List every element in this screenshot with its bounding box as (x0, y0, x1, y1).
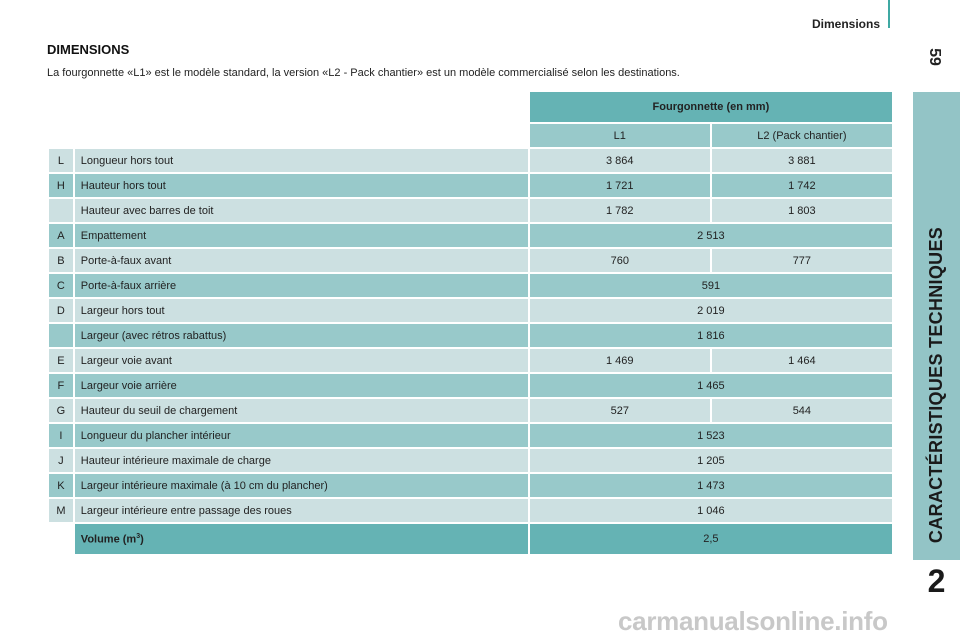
row-value-l1: 1 721 (529, 174, 710, 197)
row-code: F (49, 374, 73, 397)
row-value: 1 046 (529, 499, 892, 522)
row-label: Longueur du plancher intérieur (74, 424, 528, 447)
row-code (49, 199, 73, 222)
row-code: J (49, 449, 73, 472)
row-value-l1: 760 (529, 249, 710, 272)
row-value: 1 473 (529, 474, 892, 497)
row-value-l2: 1 803 (711, 199, 892, 222)
row-value-l2: 544 (711, 399, 892, 422)
row-value: 2 513 (529, 224, 892, 247)
column-header-l2: L2 (Pack chantier) (711, 124, 892, 147)
row-label: Largeur hors tout (74, 299, 528, 322)
row-code (49, 324, 73, 347)
row-code: A (49, 224, 73, 247)
table-row: A Empattement 2 513 (49, 224, 892, 247)
table-row: J Hauteur intérieure maximale de charge 1 … (49, 449, 892, 472)
dimensions-table: Fourgonnette (en mm) L1 L2 (Pack chantie… (47, 90, 894, 556)
column-header-l1: L1 (529, 124, 710, 147)
row-code: D (49, 299, 73, 322)
table-row: H Hauteur hors tout 1 721 1 742 (49, 174, 892, 197)
row-value: 2 019 (529, 299, 892, 322)
row-label: Largeur intérieure maximale (à 10 cm du … (74, 474, 528, 497)
header-rule (888, 0, 890, 28)
row-value-l1: 1 469 (529, 349, 710, 372)
row-label: Empattement (74, 224, 528, 247)
row-value-l2: 3 881 (711, 149, 892, 172)
table-row: C Porte-à-faux arrière 591 (49, 274, 892, 297)
row-value: 1 523 (529, 424, 892, 447)
row-value-l1: 527 (529, 399, 710, 422)
table-row: I Longueur du plancher intérieur 1 523 (49, 424, 892, 447)
group-header: Fourgonnette (en mm) (529, 92, 892, 122)
row-code: H (49, 174, 73, 197)
chapter-sidebar (913, 92, 960, 560)
row-label: Hauteur avec barres de toit (74, 199, 528, 222)
row-code: E (49, 349, 73, 372)
row-code: L (49, 149, 73, 172)
watermark: carmanualsonline.info (618, 606, 888, 636)
row-value: 1 205 (529, 449, 892, 472)
table-row: B Porte-à-faux avant 760 777 (49, 249, 892, 272)
volume-unit-superscript: 3 (136, 532, 141, 540)
row-label: Largeur intérieure entre passage des rou… (74, 499, 528, 522)
row-value: 1 816 (529, 324, 892, 347)
row-value-l2: 777 (711, 249, 892, 272)
chapter-number: 2 (927, 563, 946, 599)
row-code: M (49, 499, 73, 522)
row-code: G (49, 399, 73, 422)
table-row: Largeur (avec rétros rabattus) 1 816 (49, 324, 892, 347)
row-value-l1: 1 782 (529, 199, 710, 222)
row-value-l1: 3 864 (529, 149, 710, 172)
row-code: B (49, 249, 73, 272)
row-label: Porte-à-faux avant (74, 249, 528, 272)
page-title: DIMENSIONS (47, 42, 130, 57)
volume-row: Volume (m3) 2,5 (49, 524, 892, 554)
table-row: D Largeur hors tout 2 019 (49, 299, 892, 322)
row-value: 591 (529, 274, 892, 297)
volume-label-end: ) (140, 533, 144, 546)
intro-text: La fourgonnette «L1» est le modèle stand… (47, 67, 680, 79)
volume-label: Volume (m3) (74, 524, 528, 554)
table-row: E Largeur voie avant 1 469 1 464 (49, 349, 892, 372)
volume-value: 2,5 (529, 524, 892, 554)
row-label: Largeur voie avant (74, 349, 528, 372)
table-row: K Largeur intérieure maximale (à 10 cm du… (49, 474, 892, 497)
chapter-title: CARACTÉRISTIQUES TECHNIQUES (926, 226, 946, 544)
row-label: Hauteur intérieure maximale de charge (74, 449, 528, 472)
row-value-l2: 1 464 (711, 349, 892, 372)
table-row: Hauteur avec barres de toit 1 782 1 803 (49, 199, 892, 222)
row-value-l2: 1 742 (711, 174, 892, 197)
table-group-header-row: Fourgonnette (en mm) (49, 92, 892, 122)
row-code: K (49, 474, 73, 497)
row-label: Longueur hors tout (74, 149, 528, 172)
row-value: 1 465 (529, 374, 892, 397)
row-label: Largeur voie arrière (74, 374, 528, 397)
table-row: G Hauteur du seuil de chargement 527 544 (49, 399, 892, 422)
table-row: L Longueur hors tout 3 864 3 881 (49, 149, 892, 172)
running-header: Dimensions (811, 17, 880, 31)
row-code: C (49, 274, 73, 297)
row-label: Hauteur du seuil de chargement (74, 399, 528, 422)
row-label: Largeur (avec rétros rabattus) (74, 324, 528, 347)
row-label: Porte-à-faux arrière (74, 274, 528, 297)
page-number: 59 (926, 48, 943, 66)
table-row: F Largeur voie arrière 1 465 (49, 374, 892, 397)
volume-label-text: Volume (m (80, 533, 137, 546)
row-label: Hauteur hors tout (74, 174, 528, 197)
table-row: M Largeur intérieure entre passage des ro… (49, 499, 892, 522)
table-column-header-row: L1 L2 (Pack chantier) (49, 124, 892, 147)
row-code: I (49, 424, 73, 447)
